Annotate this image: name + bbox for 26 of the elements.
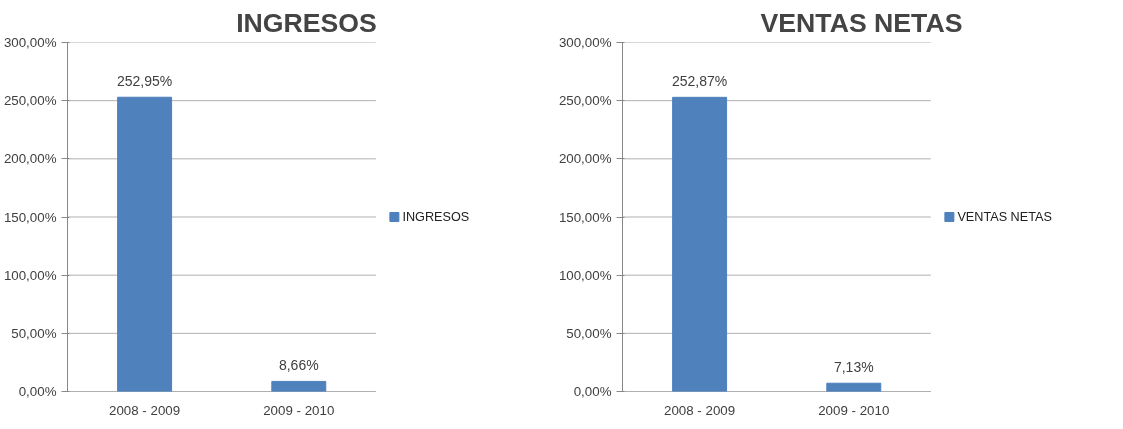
x-tick-label: 2009 - 2010 xyxy=(818,402,890,418)
y-tick-label: 300,00% xyxy=(558,35,612,50)
y-tick-label: 50,00% xyxy=(11,325,57,341)
x-tick-label: 2008 - 2009 xyxy=(664,402,736,418)
y-tick-label: 150,00% xyxy=(3,209,57,225)
y-tick-label: 250,00% xyxy=(558,93,612,109)
data-label: 7,13% xyxy=(833,359,874,376)
x-tick-label: 2008 - 2009 xyxy=(109,402,181,418)
y-tick-label: 50,00% xyxy=(566,325,612,341)
data-label: 252,95% xyxy=(116,73,173,90)
legend-label: INGRESOS xyxy=(402,210,470,224)
y-tick-label: 0,00% xyxy=(18,384,57,399)
chart-title: VENTAS NETAS xyxy=(760,7,963,38)
x-tick-label: 2009 - 2010 xyxy=(263,402,335,418)
y-tick-label: 150,00% xyxy=(558,209,612,225)
legend-label: VENTAS NETAS xyxy=(957,210,1052,224)
data-label: 252,87% xyxy=(671,73,728,90)
y-tick-label: 300,00% xyxy=(3,35,57,50)
chart-title: INGRESOS xyxy=(236,7,377,38)
y-tick-label: 100,00% xyxy=(558,267,612,283)
y-tick-label: 200,00% xyxy=(558,151,612,167)
data-label: 8,66% xyxy=(278,357,319,374)
y-tick-label: 250,00% xyxy=(3,93,57,109)
y-tick-label: 200,00% xyxy=(3,151,57,167)
y-tick-label: 0,00% xyxy=(573,384,612,399)
y-tick-label: 100,00% xyxy=(3,267,57,283)
